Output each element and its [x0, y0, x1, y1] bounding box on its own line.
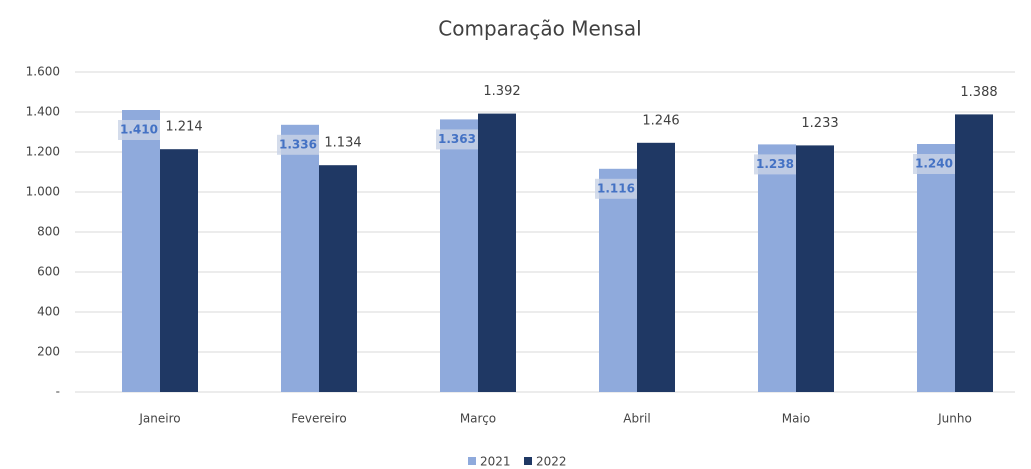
y-tick-label: 800 — [37, 225, 60, 239]
bar — [955, 114, 993, 393]
x-tick-label: Fevereiro — [291, 412, 347, 426]
y-tick-label: 400 — [37, 305, 60, 319]
data-label: 1.392 — [483, 84, 520, 99]
data-label: 1.246 — [642, 113, 679, 128]
data-label: 1.336 — [279, 137, 317, 151]
x-tick-label: Janeiro — [138, 412, 180, 426]
label-box — [118, 120, 160, 140]
y-tick-label: 600 — [37, 265, 60, 279]
x-tick-label: Junho — [937, 412, 972, 426]
legend-label: 2021 — [480, 455, 511, 469]
x-tick-label: Maio — [782, 412, 810, 426]
bar — [758, 144, 796, 392]
bar — [281, 124, 319, 393]
legend-swatch — [468, 457, 476, 465]
y-tick-label: 1.000 — [26, 185, 60, 199]
data-label: 1.134 — [324, 136, 361, 151]
bar — [319, 165, 357, 392]
data-label: 1.238 — [756, 157, 794, 171]
data-label: 1.240 — [915, 157, 953, 171]
label-box — [436, 129, 478, 150]
y-tick-label: 200 — [37, 345, 60, 359]
label-box — [595, 178, 637, 199]
bar — [440, 119, 478, 393]
label-box — [754, 154, 796, 175]
y-tick-label: 1.200 — [26, 145, 60, 159]
data-label: 1.388 — [960, 85, 997, 100]
bar — [637, 142, 675, 392]
x-tick-label: Março — [460, 412, 496, 426]
data-label: 1.233 — [801, 116, 838, 131]
y-tick-label: 1.400 — [26, 105, 60, 119]
bar — [599, 168, 637, 392]
bar — [917, 144, 955, 392]
bar — [478, 113, 516, 392]
x-tick-label: Abril — [623, 412, 650, 426]
y-tick-label: - — [56, 385, 60, 399]
data-label: 1.214 — [165, 120, 202, 135]
data-label: 1.116 — [597, 181, 635, 195]
label-box — [277, 134, 319, 155]
chart-title: Comparação Mensal — [438, 17, 641, 41]
legend-label: 2022 — [536, 455, 567, 469]
data-label: 1.363 — [438, 132, 476, 146]
bar — [796, 145, 834, 392]
bar — [160, 149, 198, 392]
bar — [122, 110, 160, 392]
legend-swatch — [524, 457, 532, 465]
label-box — [913, 154, 955, 174]
data-label: 1.410 — [120, 123, 158, 137]
y-tick-label: 1.600 — [26, 65, 60, 79]
